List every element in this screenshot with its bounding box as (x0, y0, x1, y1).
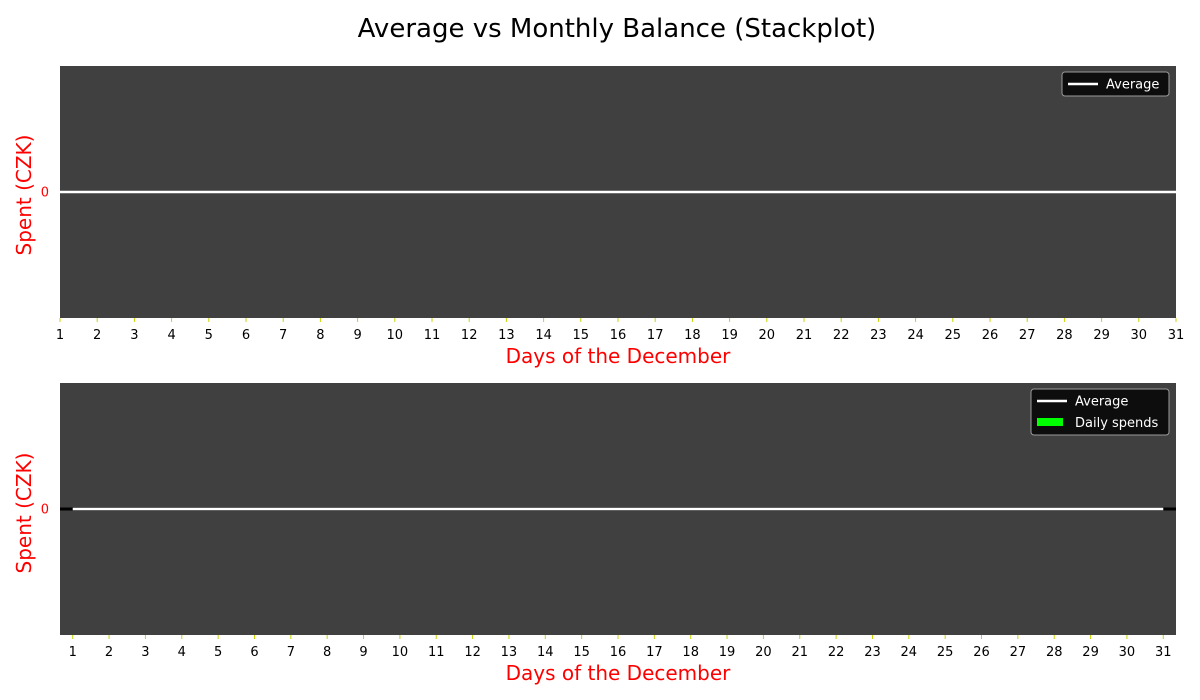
legend-2: Average Daily spends (1030, 388, 1170, 436)
legend-daily-spends-swatch-2 (1037, 418, 1063, 426)
x-tick-label-1-20: 20 (759, 328, 776, 343)
x-tick-label-2-3: 3 (141, 645, 149, 660)
legend-average-label-1: Average (1106, 78, 1159, 93)
x-ticks-1: 1 2 3 4 5 6 7 8 9 10 11 12 13 14 15 16 17 18 19 20 21 22 23 24 2… (56, 318, 1184, 343)
legend-box-1 (1061, 71, 1170, 97)
x-tick-label-2-16: 16 (610, 645, 627, 660)
x-tick-label-2-11: 11 (428, 645, 445, 660)
x-tick-label-2-13: 13 (501, 645, 518, 660)
x-tick-label-2-7: 7 (287, 645, 295, 660)
x-tick-label-1-3: 3 (130, 328, 138, 343)
x-tick-label-1-18: 18 (684, 328, 701, 343)
x-tick-label-1-5: 5 (205, 328, 213, 343)
x-tick-label-2-6: 6 (250, 645, 258, 660)
x-tick-label-1-23: 23 (870, 328, 887, 343)
x-tick-label-1-13: 13 (498, 328, 515, 343)
x-tick-label-1-25: 25 (945, 328, 962, 343)
x-tick-label-2-8: 8 (323, 645, 331, 660)
legend-daily-spends-label-2: Daily spends (1075, 416, 1159, 431)
chart-title: Average vs Monthly Balance (Stackplot) (358, 14, 877, 44)
x-tick-label-1-21: 21 (796, 328, 813, 343)
x-tick-label-2-27: 27 (1010, 645, 1027, 660)
x-tick-label-1-10: 10 (387, 328, 404, 343)
x-tick-label-2-2: 2 (105, 645, 113, 660)
x-tick-label-1-28: 28 (1056, 328, 1073, 343)
y-tick-label-2-0: 0 (41, 503, 49, 518)
x-tick-label-1-19: 19 (721, 328, 738, 343)
x-tick-label-2-14: 14 (537, 645, 554, 660)
x-tick-label-2-26: 26 (973, 645, 990, 660)
x-tick-label-2-28: 28 (1046, 645, 1063, 660)
x-tick-label-2-25: 25 (937, 645, 954, 660)
x-tick-label-1-30: 30 (1131, 328, 1148, 343)
x-tick-label-1-24: 24 (907, 328, 924, 343)
legend-average-label-2: Average (1075, 395, 1128, 410)
x-tick-label-2-20: 20 (755, 645, 772, 660)
x-tick-label-1-12: 12 (461, 328, 478, 343)
x-tick-label-2-17: 17 (646, 645, 663, 660)
x-tick-label-2-29: 29 (1082, 645, 1099, 660)
x-tick-label-2-18: 18 (682, 645, 699, 660)
x-tick-label-2-5: 5 (214, 645, 222, 660)
x-tick-label-1-29: 29 (1093, 328, 1110, 343)
x-tick-label-1-8: 8 (316, 328, 324, 343)
x-tick-label-1-15: 15 (573, 328, 590, 343)
y-ticks-1: 0 (41, 186, 49, 201)
x-tick-label-2-4: 4 (178, 645, 186, 660)
x-tick-label-2-21: 21 (791, 645, 808, 660)
x-tick-label-2-15: 15 (573, 645, 590, 660)
x-tick-label-1-1: 1 (56, 328, 64, 343)
x-tick-label-2-10: 10 (392, 645, 409, 660)
x-tick-label-2-31: 31 (1155, 645, 1172, 660)
x-tick-label-1-7: 7 (279, 328, 287, 343)
x-tick-label-1-17: 17 (647, 328, 664, 343)
x-tick-label-1-31: 31 (1168, 328, 1185, 343)
x-tick-label-1-26: 26 (982, 328, 999, 343)
x-tick-label-1-4: 4 (167, 328, 175, 343)
x-tick-label-2-30: 30 (1119, 645, 1136, 660)
x-tick-label-2-12: 12 (464, 645, 481, 660)
subplot-1: 1 2 3 4 5 6 7 8 9 10 11 12 13 14 15 16 17 18 19 20 21 22 23 24 2… (12, 66, 1184, 368)
y-axis-label-2: Spent (CZK) (12, 453, 36, 574)
legend-1: Average (1061, 71, 1170, 97)
y-ticks-2: 0 (41, 503, 49, 518)
x-tick-label-2-1: 1 (69, 645, 77, 660)
x-tick-label-1-22: 22 (833, 328, 850, 343)
x-axis-label-1: Days of the December (506, 344, 732, 368)
x-ticks-2: 1 2 3 4 5 6 7 8 9 10 11 12 13 14 15 16 17 18 19 20 21 22 23 24 2… (69, 635, 1172, 660)
y-axis-label-1: Spent (CZK) (12, 135, 36, 256)
x-tick-label-1-6: 6 (242, 328, 250, 343)
y-tick-label-1-0: 0 (41, 186, 49, 201)
x-tick-label-2-22: 22 (828, 645, 845, 660)
x-tick-label-2-24: 24 (901, 645, 918, 660)
x-tick-label-1-2: 2 (93, 328, 101, 343)
x-tick-label-2-9: 9 (359, 645, 367, 660)
subplot-2: 1 2 3 4 5 6 7 8 9 10 11 12 13 14 15 16 17 18 19 20 21 22 23 24 2… (12, 383, 1176, 685)
x-axis-label-2: Days of the December (506, 661, 732, 685)
x-tick-label-1-9: 9 (353, 328, 361, 343)
x-tick-label-1-27: 27 (1019, 328, 1036, 343)
x-tick-label-2-19: 19 (719, 645, 736, 660)
x-tick-label-2-23: 23 (864, 645, 881, 660)
x-tick-label-1-16: 16 (610, 328, 627, 343)
x-tick-label-1-14: 14 (535, 328, 552, 343)
x-tick-label-1-11: 11 (424, 328, 441, 343)
